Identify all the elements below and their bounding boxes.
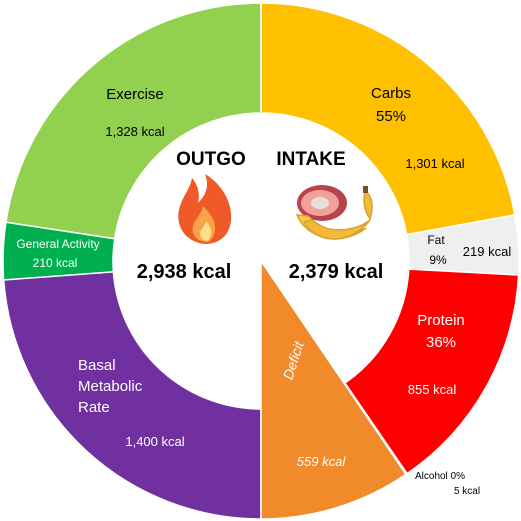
general-activity-slice [2, 221, 116, 281]
basal-label: Rate [78, 399, 110, 416]
outgo-total: 2,938 kcal [137, 261, 232, 283]
alcohol-0-label: Alcohol 0% [415, 471, 465, 482]
intake-total: 2,379 kcal [289, 261, 384, 283]
protein-percent-label: 36% [426, 334, 456, 351]
carbs-percent-label: 55% [376, 108, 406, 125]
intake-heading: INTAKE [276, 149, 345, 170]
exercise-value-label: 1,328 kcal [105, 124, 164, 139]
deficit-value-label: 559 kcal [297, 454, 347, 469]
general-activity-value-label: 210 kcal [33, 256, 78, 270]
protein-label: Protein [417, 312, 465, 329]
fat-percent-label: 9% [429, 253, 447, 267]
food-icon [295, 185, 373, 240]
exercise-slice [5, 2, 262, 240]
carbs-label: Carbs [371, 85, 411, 102]
carbs-value-label: 1,301 kcal [405, 156, 464, 171]
basal-label: Metabolic [78, 378, 143, 395]
fat-value-label: 219 kcal [463, 244, 512, 259]
carbs-slice [260, 2, 516, 236]
basal-value-label: 1,400 kcal [125, 434, 184, 449]
alcohol-0-value-label: 5 kcal [454, 486, 480, 497]
basal-label: Basal [78, 357, 116, 374]
deficit-slice [260, 258, 408, 520]
outgo-heading: OUTGO [176, 149, 246, 170]
general-activity-label: General Activity [16, 237, 99, 251]
fat-label: Fat [427, 233, 445, 247]
exercise-label: Exercise [106, 86, 164, 103]
basal-slice [2, 271, 262, 520]
protein-value-label: 855 kcal [408, 382, 457, 397]
fire-icon [178, 174, 232, 244]
